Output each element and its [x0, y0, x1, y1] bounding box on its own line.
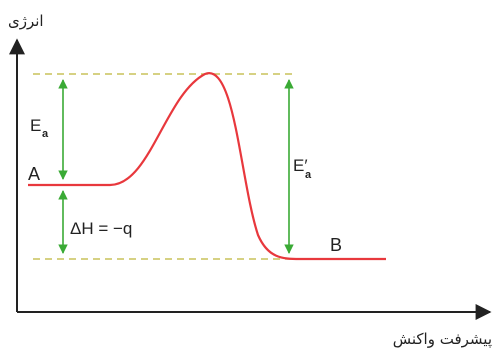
product-label: B	[330, 235, 342, 255]
activation-energy-subscript: a	[42, 128, 49, 140]
reverse-activation-energy-subscript: a	[305, 169, 312, 181]
activation-energy-label: E	[30, 116, 41, 135]
reactant-label: A	[28, 164, 40, 184]
enthalpy-change-label: ΔH = −q	[70, 219, 132, 238]
reverse-activation-energy-label: E′	[293, 156, 308, 175]
reaction-energy-curve	[28, 72, 386, 261]
y-axis-label: انرژی	[8, 12, 44, 30]
x-axis-label: پیشرفت واکنش	[393, 330, 492, 349]
